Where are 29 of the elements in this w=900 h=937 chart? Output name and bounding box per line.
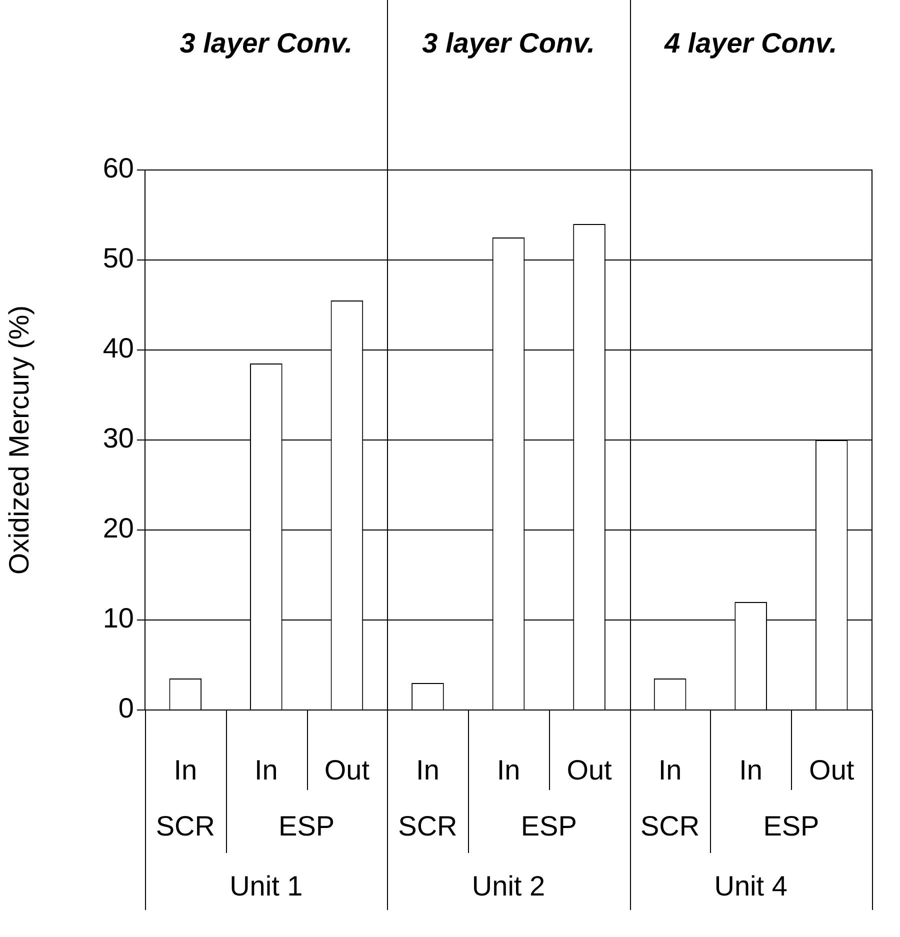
text: ESP [520, 810, 577, 842]
y-tick-label: 0 [118, 692, 134, 724]
x-tick-label: Out [809, 754, 854, 786]
x-tick-label: Out [324, 754, 370, 786]
text: SCR [640, 810, 700, 842]
y-axis-title: Oxidized Mercury (%) [4, 305, 35, 575]
text: SCR [398, 810, 458, 842]
text: SCR [156, 810, 215, 842]
x-tick-label: In [174, 754, 198, 786]
text: 3 layer Conv. [180, 28, 353, 59]
text: ESP [763, 810, 820, 842]
x-tick-label: In [254, 754, 278, 786]
x-tick-label: In [416, 754, 440, 786]
y-tick-label: 10 [102, 602, 134, 634]
y-tick-label: 60 [102, 152, 134, 184]
x-tick-label: Out [566, 754, 612, 786]
y-tick-label: 50 [102, 242, 134, 274]
x-tick-label: In [658, 754, 682, 786]
text: Unit 4 [714, 870, 788, 902]
text: 4 layer Conv. [663, 28, 838, 59]
text: Unit 1 [230, 870, 303, 902]
text: ESP [278, 810, 335, 842]
y-tick-label: 40 [102, 332, 134, 364]
text: 3 layer Conv. [422, 28, 595, 59]
text: Unit 2 [472, 870, 546, 902]
y-tick-label: 30 [102, 422, 134, 454]
x-tick-label: In [496, 754, 520, 786]
x-tick-label: In [739, 754, 763, 786]
y-tick-label: 20 [102, 512, 134, 544]
